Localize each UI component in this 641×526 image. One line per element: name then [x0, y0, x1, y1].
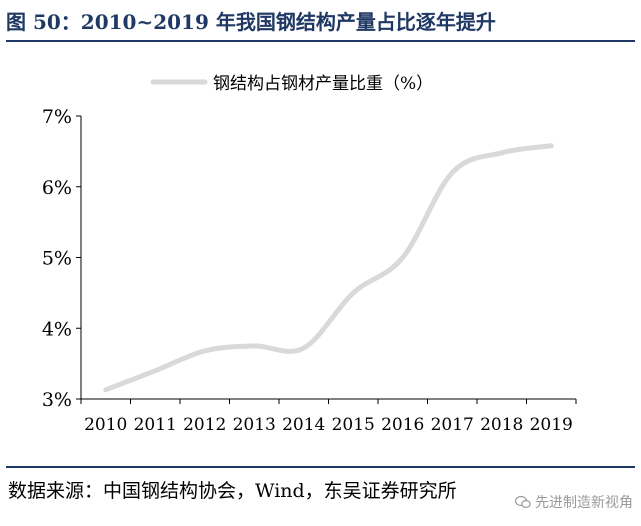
legend-label: 钢结构占钢材产量比重（%）: [213, 74, 433, 94]
y-tick-label: 3%: [42, 389, 72, 411]
y-tick-label: 5%: [42, 248, 72, 270]
x-tick-label: 2018: [480, 415, 523, 435]
x-tick-label: 2010: [84, 415, 127, 435]
watermark-text: 先进制造新视角: [535, 495, 633, 511]
wechat-icon: [515, 495, 531, 509]
x-tick-label: 2013: [233, 415, 276, 435]
source-note: 数据来源：中国钢结构协会，Wind，东吴证券研究所: [8, 480, 457, 502]
x-tick-label: 2019: [530, 415, 573, 435]
y-tick-label: 7%: [42, 106, 72, 128]
y-tick-label: 4%: [42, 318, 72, 340]
x-tick-label: 2016: [381, 415, 424, 435]
x-tick-label: 2014: [282, 415, 325, 435]
line-chart: 钢结构占钢材产量比重（%） 3% 4% 5% 6% 7% 2010 2011 2012 2013…: [42, 74, 577, 435]
x-tick-label: 2011: [134, 415, 177, 435]
title-rule: [6, 40, 635, 42]
legend: 钢结构占钢材产量比重（%）: [150, 74, 433, 94]
figure-title: 图 50：2010~2019 年我国钢结构产量占比逐年提升: [6, 10, 496, 34]
plot-area: 3% 4% 5% 6% 7% 2010 2011 2012 2013 2014 2015 2016 20…: [42, 106, 577, 435]
x-tick-label: 2015: [332, 415, 375, 435]
series-line: [103, 143, 554, 393]
watermark: 先进制造新视角: [515, 492, 633, 512]
y-tick-label: 6%: [42, 177, 72, 199]
x-tick-label: 2017: [431, 415, 474, 435]
source-rule: [6, 466, 635, 468]
x-tick-label: 2012: [183, 415, 226, 435]
